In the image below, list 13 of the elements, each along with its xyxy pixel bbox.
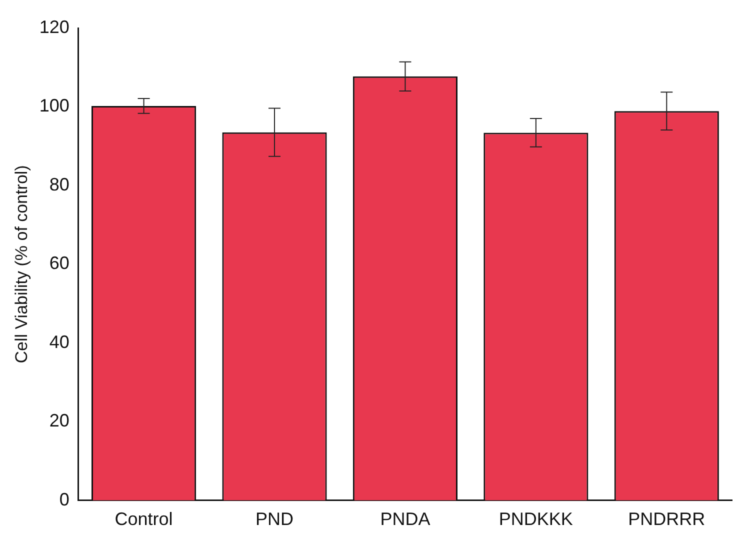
- y-tick-label: 80: [49, 174, 70, 194]
- y-tick-label: 120: [39, 16, 70, 37]
- y-axis-title: Cell Viability (% of control): [12, 165, 31, 364]
- y-tick-label: 0: [59, 489, 70, 510]
- x-tick-label: PNDKKK: [498, 509, 573, 530]
- x-tick-label: PNDA: [380, 509, 430, 530]
- y-tick-label: 20: [49, 410, 70, 431]
- y-tick-label: 60: [49, 253, 70, 274]
- y-tick-label: 40: [49, 332, 70, 352]
- y-tick-label: 100: [39, 96, 70, 116]
- x-tick-label: PNDRRR: [628, 509, 706, 530]
- x-tick-label: Control: [114, 509, 173, 530]
- x-tick-label: PND: [255, 509, 294, 530]
